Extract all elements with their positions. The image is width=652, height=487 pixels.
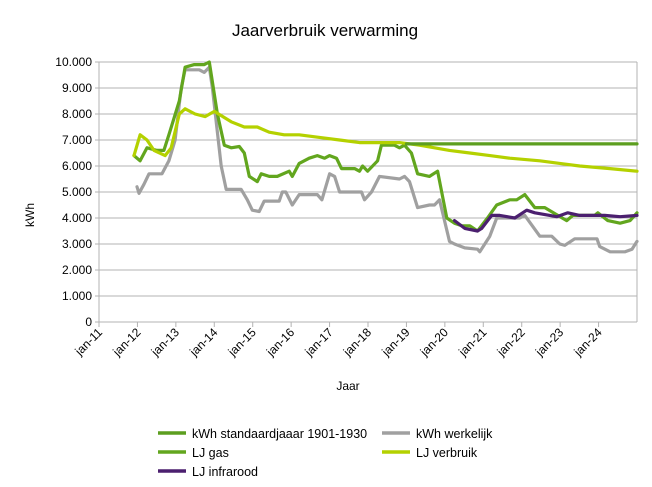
series-line-lj-verbruik xyxy=(132,107,639,173)
x-tick-label: jan-16 xyxy=(263,325,297,359)
x-tick-label: jan-18 xyxy=(340,325,374,359)
x-axis-title: Jaar xyxy=(336,379,359,393)
y-tick-label: 1.000 xyxy=(62,289,92,303)
y-tick-label: 4.000 xyxy=(62,211,92,225)
legend-label: kWh standaardjaaar 1901-1930 xyxy=(192,427,367,441)
gridlines xyxy=(95,61,638,323)
x-tick-label: jan-21 xyxy=(455,325,489,359)
series-lines xyxy=(132,60,639,254)
y-tick-label: 6.000 xyxy=(62,159,92,173)
legend-label: LJ gas xyxy=(192,446,229,460)
x-tick-label: jan-22 xyxy=(494,325,528,359)
x-tick-label: jan-23 xyxy=(532,325,566,359)
x-tick-label: jan-11 xyxy=(72,325,106,359)
series-line-lj-gas xyxy=(132,60,639,233)
y-tick-label: 5.000 xyxy=(62,185,92,199)
y-tick-label: 3.000 xyxy=(62,237,92,251)
y-axis-ticks: 0 1.000 2.000 3.000 4.000 5.000 6.000 7.000 8.00… xyxy=(55,55,92,329)
x-tick-label: jan-13 xyxy=(148,325,182,359)
x-tick-label: jan-19 xyxy=(378,325,412,359)
legend: kWh standaardjaaar 1901-1930 kWh werkelij… xyxy=(158,427,493,479)
y-tick-label: 7.000 xyxy=(62,133,92,147)
y-axis-title: kWh xyxy=(23,203,37,227)
x-tick-label: jan-12 xyxy=(109,325,143,359)
y-tick-label: 2.000 xyxy=(62,263,92,277)
legend-label: LJ verbruik xyxy=(416,446,478,460)
series-line-kwh-werkelijk xyxy=(135,65,639,254)
y-tick-label: 10.000 xyxy=(55,55,92,69)
x-tick-label: jan-24 xyxy=(570,325,604,359)
x-tick-label: jan-14 xyxy=(186,325,220,359)
series-line-lj-infrarood xyxy=(452,208,639,233)
legend-label: kWh werkelijk xyxy=(416,427,493,441)
legend-label: LJ infrarood xyxy=(192,465,258,479)
chart-title: Jaarverbruik verwarming xyxy=(232,21,418,40)
y-tick-label: 9.000 xyxy=(62,81,92,95)
x-tick-label: jan-17 xyxy=(301,325,335,359)
y-tick-label: 8.000 xyxy=(62,107,92,121)
x-axis-ticks: jan-11 jan-12 jan-13 jan-14 jan-15 jan-16 jan-… xyxy=(72,322,605,359)
x-tick-label: jan-20 xyxy=(417,325,451,359)
y-tick-label: 0 xyxy=(85,315,92,329)
x-tick-label: jan-15 xyxy=(225,325,259,359)
